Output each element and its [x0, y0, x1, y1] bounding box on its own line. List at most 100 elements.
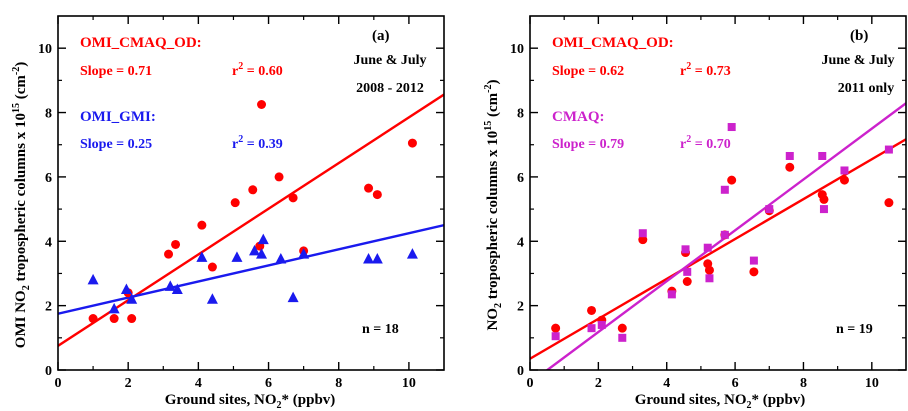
panel-a-point-blue: [108, 302, 120, 314]
panel-b-point-magenta: [785, 151, 794, 160]
panel-b-x-tick-label: 0: [527, 376, 534, 391]
panel-a-period-line1: June & July: [353, 53, 426, 68]
panel-a-n-label: n = 18: [362, 322, 399, 337]
panel-b-point-red: [682, 277, 692, 286]
panel-b-point-red: [587, 305, 597, 315]
panel-b-period-line2: 2011 only: [838, 81, 894, 96]
panel-b-point-magenta: [681, 245, 690, 254]
panel-b-point-magenta: [840, 166, 849, 175]
panel-b-label: (b): [850, 28, 868, 44]
panel-a-point-blue: [164, 280, 176, 291]
panel-a-point-red: [407, 138, 417, 148]
panel-a-point-blue: [171, 283, 183, 295]
panel-b-fit-line-magenta: [545, 102, 906, 370]
panel-b-point-red: [785, 162, 795, 172]
panel-a-y-tick-label: 2: [45, 300, 52, 315]
panel-b-plot-frame: [529, 15, 907, 371]
panel-b-x-tick-label: 2: [595, 376, 602, 391]
panel-b-series1-slope: Slope = 0.62: [552, 64, 624, 79]
panel-a-fit-line-blue: [58, 224, 444, 315]
panel-b-point-red: [551, 323, 561, 333]
panel-b-y-axis-label: NO2 tropospheric columns x 1015 (cm-2): [483, 80, 504, 331]
panel-b-point-red: [638, 235, 648, 245]
panel-a-series1-name: OMI_CMAQ_OD:: [80, 35, 202, 51]
panel-b-series-layer: [530, 102, 906, 370]
panel-b-point-magenta: [618, 333, 627, 342]
panel-b-point-magenta: [638, 229, 647, 238]
panel-b-point-magenta: [705, 274, 714, 283]
panel-a-y-tick-label: 4: [45, 235, 52, 250]
panel-a-series2-r2: r2 = 0.39: [232, 134, 283, 152]
panel-a-point-blue: [257, 233, 269, 245]
panel-b-point-magenta: [884, 145, 893, 154]
panel-a-point-blue: [371, 252, 383, 264]
panel-b-point-magenta: [720, 185, 729, 194]
panel-b-point-magenta: [727, 123, 736, 132]
panel-b-point-red: [704, 265, 714, 275]
panel-a-point-red: [109, 314, 119, 324]
panel-b-x-axis-label: Ground sites, NO2* (ppbv): [635, 392, 806, 411]
panel-b-point-magenta: [551, 332, 560, 341]
panel-b-point-magenta: [587, 324, 596, 333]
panel-a-series1-slope: Slope = 0.71: [80, 64, 152, 79]
panel-b-x-tick-label: 10: [865, 376, 879, 391]
panel-a-point-red: [207, 262, 217, 272]
panel-a-point-blue: [363, 252, 375, 264]
panel-a-x-tick-label: 2: [125, 376, 132, 391]
panel-b-point-magenta: [597, 320, 606, 329]
panel-b-y-tick-label: 6: [517, 171, 524, 186]
panel-a-x-tick-label: 0: [55, 376, 62, 391]
panel-a-series2-slope: Slope = 0.25: [80, 137, 152, 152]
panel-a-point-red: [372, 190, 382, 200]
panel-a-point-blue: [287, 291, 299, 303]
panel-a-x-tick-label: 4: [195, 376, 202, 391]
panel-a-point-red: [364, 183, 374, 193]
panel-a-y-tick-label: 8: [45, 107, 52, 122]
panel-b-series1-r2: r2 = 0.73: [680, 61, 731, 79]
panel-a-point-blue: [231, 251, 243, 262]
panel-b: 0 2 4 6 8 10 0 2 4 6 8 10 (b) June & July 2011 only…: [483, 15, 907, 411]
panel-b-point-red: [884, 198, 894, 208]
panel-a-x-tick-label: 10: [402, 376, 416, 391]
panel-a-point-blue: [249, 244, 261, 256]
panel-b-point-magenta: [765, 205, 774, 214]
panel-b-point-red: [839, 175, 849, 185]
panel-a-point-blue: [196, 251, 208, 262]
panel-b-point-magenta: [703, 243, 712, 252]
panel-a-x-tick-label: 6: [265, 376, 272, 391]
panel-a-point-red: [88, 314, 98, 324]
panel-a-period-line2: 2008 - 2012: [356, 81, 424, 96]
panel-a-x-tick-label: 8: [335, 376, 342, 391]
panel-a-point-blue: [206, 293, 218, 304]
panel-a-point-red: [164, 249, 174, 259]
panel-a-point-blue: [406, 248, 418, 259]
panel-a-point-blue: [256, 248, 268, 259]
panel-b-point-magenta: [683, 267, 692, 276]
panel-a-plot-frame: [57, 15, 445, 371]
panel-b-point-red: [819, 194, 829, 204]
panel-a-point-red: [288, 193, 298, 203]
panel-a-point-blue: [275, 252, 287, 264]
panel-a-point-red: [171, 239, 181, 249]
panel-b-series2-name: CMAQ:: [552, 109, 605, 125]
panel-a-y-tick-label: 10: [38, 42, 52, 57]
panel-a-series1-r2: r2 = 0.60: [232, 61, 283, 79]
panel-b-y-tick-label: 0: [517, 364, 524, 379]
panel-a-fit-line-red: [58, 93, 444, 347]
panel-b-series2-r2: r2 = 0.70: [680, 134, 731, 152]
panel-b-y-tick-label: 2: [517, 300, 524, 315]
panel-b-point-magenta: [819, 205, 828, 214]
panel-a-point-red: [274, 172, 284, 182]
panel-b-point-magenta: [818, 151, 827, 160]
panel-b-point-red: [727, 175, 737, 185]
panel-b-point-magenta: [667, 290, 676, 299]
panel-a-x-axis-label: Ground sites, NO2* (ppbv): [165, 392, 336, 411]
panel-b-x-tick-label: 4: [663, 376, 670, 391]
panel-a-series-layer: [58, 93, 444, 347]
panel-a-point-red: [230, 198, 240, 208]
panel-b-period-line1: June & July: [821, 53, 894, 68]
panel-a-point-red: [257, 100, 267, 109]
panel-b-y-tick-label: 10: [510, 42, 524, 57]
panel-a-point-blue: [87, 273, 99, 285]
